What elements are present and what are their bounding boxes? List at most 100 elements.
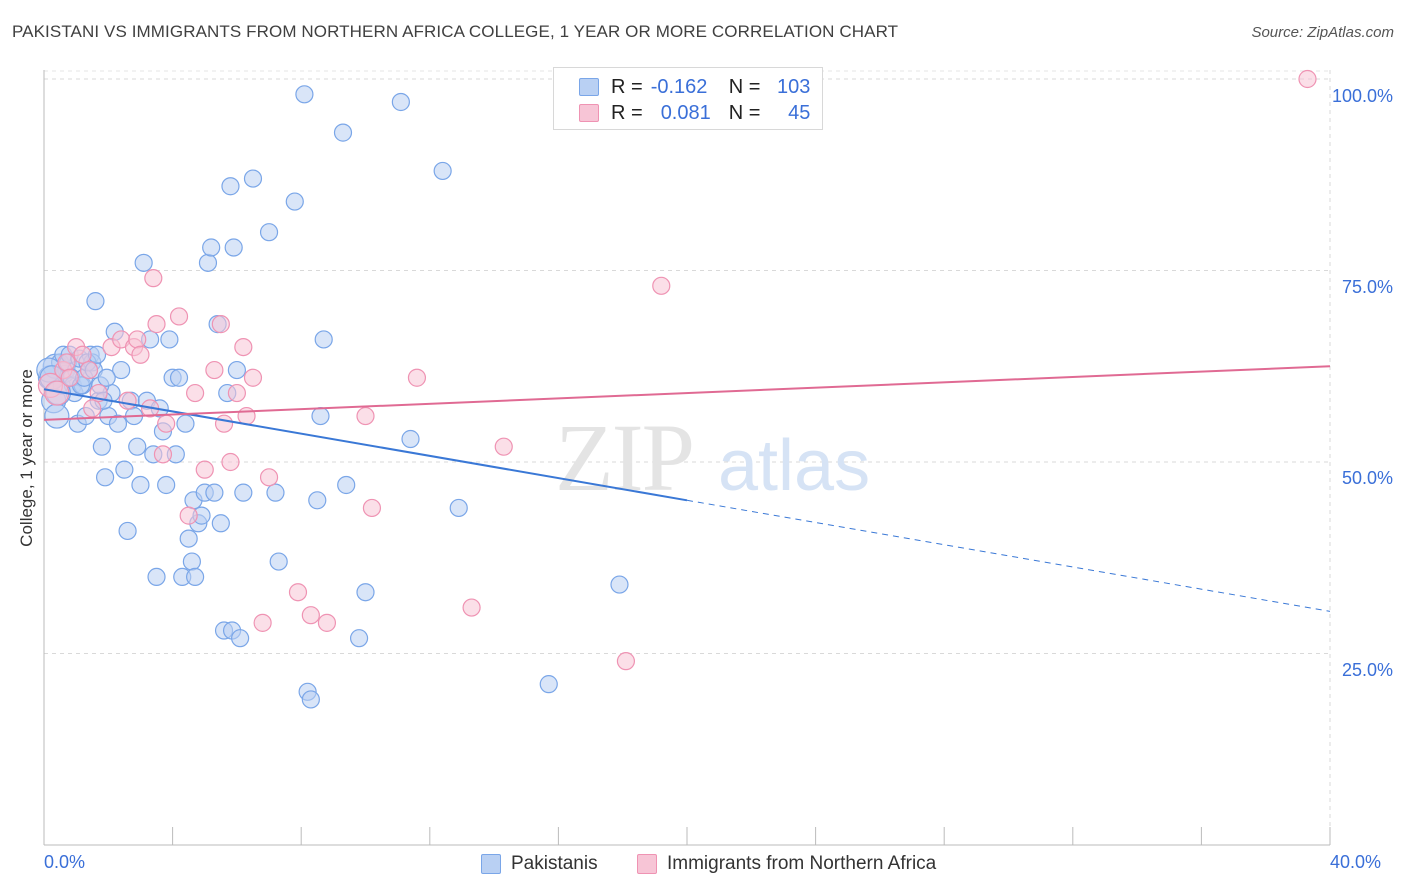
legend-row-northern-africa: R = 0.081 N = 45	[579, 101, 810, 125]
point-pakistanis-36	[134, 253, 153, 272]
point-pakistanis-77	[301, 690, 320, 709]
point-pakistanis-57	[198, 253, 218, 272]
point-pakistanis-53	[186, 567, 205, 587]
point-pakistanis-88	[449, 498, 468, 518]
point-northern-africa-36	[301, 606, 320, 625]
point-pakistanis-89	[539, 675, 558, 694]
watermark-zip: ZIP	[555, 404, 693, 511]
point-pakistanis-58	[202, 238, 221, 257]
chart-title: PAKISTANI VS IMMIGRANTS FROM NORTHERN AF…	[12, 22, 899, 41]
point-northern-africa-extra	[1298, 69, 1317, 89]
point-northern-africa-35	[288, 583, 308, 602]
point-pakistanis-34	[128, 437, 147, 456]
n-label: N =	[728, 101, 761, 124]
point-pakistanis-80	[314, 330, 333, 349]
point-northern-africa-33	[253, 613, 272, 632]
point-pakistanis-68	[231, 629, 250, 648]
x-tick-label-max: 40.0%	[1330, 852, 1382, 872]
point-northern-africa-22	[179, 506, 198, 525]
point-pakistanis-83	[349, 629, 369, 648]
r-value: -0.162	[650, 75, 708, 98]
pakistanis-swatch	[579, 78, 599, 96]
point-pakistanis-72	[266, 483, 285, 502]
point-pakistanis-70	[243, 169, 263, 188]
bottom-legend-pakistanis: Pakistanis	[481, 852, 598, 876]
point-northern-africa-30	[234, 338, 253, 357]
r-label: R =	[611, 75, 643, 98]
point-pakistanis-50	[179, 529, 198, 548]
point-northern-africa-24	[195, 460, 214, 479]
point-northern-africa-44	[652, 276, 671, 295]
point-pakistanis-64	[221, 177, 240, 196]
y-tick-label-50: 50.0%	[1341, 468, 1393, 488]
point-northern-africa-40	[407, 368, 427, 387]
point-northern-africa-25	[205, 360, 224, 380]
source-note: Source: ZipAtlas.com	[1251, 24, 1394, 41]
legend-row-pakistanis: R = -0.162 N = 103	[579, 75, 810, 99]
point-pakistanis-51	[182, 552, 201, 571]
point-pakistanis-61	[211, 514, 230, 533]
point-northern-africa-20	[157, 414, 176, 433]
point-pakistanis-102	[97, 368, 116, 387]
point-pakistanis-90	[610, 575, 629, 594]
n-label: N =	[728, 75, 761, 98]
point-northern-africa-3	[57, 353, 76, 372]
point-pakistanis-24	[95, 468, 115, 487]
point-northern-africa-37	[317, 613, 337, 632]
point-northern-africa-29	[227, 383, 246, 403]
y-tick-label-100: 100.0%	[1331, 86, 1393, 106]
point-northern-africa-21	[169, 307, 189, 326]
point-pakistanis-59	[205, 483, 224, 502]
point-pakistanis-43	[157, 475, 176, 495]
pakistanis-legend-label: Pakistanis	[511, 853, 598, 874]
bottom-legend-northern-africa: Immigrants from Northern Africa	[637, 852, 936, 876]
point-pakistanis-86	[401, 429, 420, 449]
point-pakistanis-84	[356, 583, 375, 602]
point-northern-africa-26	[211, 315, 230, 334]
point-pakistanis-74	[285, 192, 304, 211]
point-pakistanis-73	[269, 552, 288, 571]
point-pakistanis-35	[131, 475, 150, 495]
point-pakistanis-47	[169, 368, 189, 387]
n-value: 103	[777, 75, 811, 98]
point-northern-africa-28	[221, 452, 240, 472]
point-northern-africa-27	[214, 414, 234, 433]
point-northern-africa-34	[259, 468, 279, 487]
point-pakistanis-40	[147, 567, 166, 587]
point-pakistanis-79	[311, 406, 330, 426]
n-value: 45	[788, 101, 811, 124]
point-northern-africa-41	[462, 598, 481, 617]
point-pakistanis-29	[112, 360, 131, 380]
point-pakistanis-82	[337, 475, 356, 495]
point-pakistanis-71	[259, 223, 279, 242]
point-pakistanis-78	[308, 491, 327, 510]
point-northern-africa-39	[362, 498, 382, 518]
point-pakistanis-31	[118, 521, 137, 541]
point-northern-africa-4	[60, 368, 79, 387]
x-tick-label-min: 0.0%	[44, 852, 86, 872]
point-northern-africa-43	[616, 652, 636, 671]
point-pakistanis-69	[234, 483, 253, 502]
r-value: 0.081	[660, 101, 711, 124]
point-northern-africa-17	[144, 269, 163, 288]
point-northern-africa-23	[186, 383, 205, 403]
point-pakistanis-67	[227, 360, 246, 380]
point-northern-africa-38	[356, 406, 375, 426]
point-northern-africa-8	[83, 399, 102, 418]
point-northern-africa-31	[237, 406, 256, 426]
point-pakistanis-44	[160, 330, 179, 349]
point-northern-africa-15	[131, 345, 150, 364]
northern-africa-legend-swatch	[637, 854, 657, 874]
northern-africa-swatch	[579, 104, 599, 122]
watermark-atlas: atlas	[718, 426, 870, 506]
y-tick-label-25: 25.0%	[1341, 660, 1393, 680]
point-pakistanis-3	[44, 403, 70, 429]
point-pakistanis-81	[333, 123, 353, 142]
point-northern-africa-19	[153, 445, 173, 464]
point-pakistanis-21	[86, 292, 105, 311]
point-pakistanis-30	[115, 460, 134, 479]
point-pakistanis-23	[92, 437, 111, 456]
point-northern-africa-18	[147, 315, 166, 334]
r-label: R =	[611, 101, 643, 124]
